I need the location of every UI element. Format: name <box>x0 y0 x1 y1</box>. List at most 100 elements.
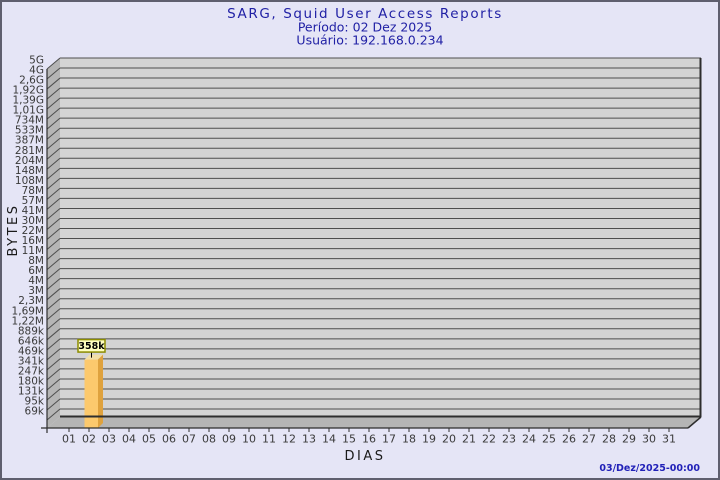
y-tick-label: 1,92G <box>12 85 44 97</box>
generation-timestamp: 03/Dez/2025-00:00 <box>599 463 700 474</box>
y-tick-label: 1,01G <box>12 105 44 117</box>
y-tick-label: 889k <box>18 325 45 337</box>
y-tick <box>46 77 61 90</box>
x-tick-label: 03 <box>102 433 116 446</box>
y-tick-label: 1,22M <box>12 315 44 327</box>
y-tick <box>46 258 61 270</box>
chart-subtitle-user: Usuário: 192.168.0.234 <box>296 33 443 48</box>
y-axis-title: BYTES <box>6 203 21 256</box>
y-tick-label: 41M <box>22 205 44 217</box>
x-tick-label: 01 <box>62 433 76 446</box>
x-tick-label: 24 <box>522 433 536 446</box>
chart-title: SARG, Squid User Access Reports <box>227 6 503 22</box>
y-tick <box>46 328 61 341</box>
x-tick-label: 15 <box>342 433 356 446</box>
x-tick-label: 22 <box>482 433 496 446</box>
y-axis-wall-ticks <box>46 57 61 421</box>
y-tick <box>46 177 61 190</box>
y-tick <box>46 228 61 240</box>
y-tick-label: 204M <box>15 155 44 167</box>
y-tick <box>46 188 61 200</box>
y-tick <box>46 338 61 351</box>
x-tick-label: 08 <box>202 433 216 446</box>
y-tick-label: 341k <box>18 355 45 367</box>
grid-lines <box>60 57 701 410</box>
y-tick-label: 2,3M <box>18 295 44 307</box>
y-tick-label: 2,6G <box>19 75 44 87</box>
y-tick-label: 30M <box>22 215 44 227</box>
plot-back-wall <box>60 58 701 417</box>
y-tick <box>46 368 61 381</box>
y-tick <box>46 97 61 110</box>
bar-side-face <box>98 354 103 428</box>
y-tick-label: 131k <box>18 385 45 397</box>
x-tick-label: 17 <box>382 433 396 446</box>
y-tick-label: 4G <box>29 65 44 77</box>
y-tick <box>46 318 61 331</box>
x-tick-label: 11 <box>262 433 276 446</box>
x-tick-label: 30 <box>642 433 656 446</box>
y-axis-tick-labels: 5G4G2,6G1,92G1,39G1,01G734M533M387M281M2… <box>12 55 45 418</box>
y-tick <box>46 198 61 210</box>
y-tick-label: 69k <box>25 406 45 418</box>
annotation-box <box>77 338 106 353</box>
x-tick-label: 07 <box>182 433 196 446</box>
bar-series: 358k <box>77 338 106 428</box>
y-tick <box>46 268 61 281</box>
chart-subtitle-period: Período: 02 Dez 2025 <box>298 20 432 35</box>
y-tick-label: 1,69M <box>12 305 44 317</box>
plot-floor <box>47 417 701 428</box>
plot-corner-diagonal <box>687 416 702 429</box>
y-tick-label: 646k <box>18 335 45 347</box>
y-tick-label: 1,39G <box>12 95 44 107</box>
x-tick-label: 06 <box>162 433 176 446</box>
y-tick-label: 469k <box>18 345 45 357</box>
y-tick-label: 8M <box>28 255 44 267</box>
bar-value-label: 358k <box>78 341 105 352</box>
y-tick-label: 95k <box>25 396 45 408</box>
x-tick-label: 26 <box>562 433 576 446</box>
x-tick-label: 14 <box>322 433 336 446</box>
y-tick <box>46 358 61 371</box>
y-tick <box>46 208 61 220</box>
x-tick-label: 23 <box>502 433 516 446</box>
y-tick-label: 180k <box>18 375 45 387</box>
y-tick-label: 281M <box>15 145 44 157</box>
y-tick-label: 57M <box>22 195 44 207</box>
x-axis-ticks <box>68 428 670 432</box>
x-tick-label: 04 <box>122 433 136 446</box>
x-tick-label: 16 <box>362 433 376 446</box>
y-tick <box>46 238 61 250</box>
y-tick <box>46 107 61 120</box>
y-tick-label: 247k <box>18 365 45 377</box>
y-tick-label: 3M <box>28 285 44 297</box>
y-tick-label: 6M <box>28 265 44 277</box>
x-tick-label: 29 <box>622 433 636 446</box>
y-tick <box>46 157 61 170</box>
y-tick <box>46 127 61 140</box>
y-tick <box>46 117 61 130</box>
y-tick <box>46 137 61 150</box>
y-tick <box>46 167 61 180</box>
x-tick-label: 18 <box>402 433 416 446</box>
y-tick <box>46 57 61 70</box>
y-tick-label: 4M <box>28 275 44 287</box>
y-tick <box>46 308 61 321</box>
x-axis-title: DIAS <box>345 449 386 464</box>
x-tick-label: 13 <box>302 433 316 446</box>
x-tick-label: 20 <box>442 433 456 446</box>
y-tick <box>46 388 61 401</box>
y-tick-label: 5G <box>29 55 44 67</box>
y-tick-label: 734M <box>15 115 44 127</box>
y-tick-label: 533M <box>15 125 44 137</box>
y-tick-label: 387M <box>15 135 44 147</box>
y-tick <box>46 408 61 421</box>
x-tick-label: 31 <box>662 433 676 446</box>
y-tick-label: 108M <box>15 175 44 187</box>
x-tick-label: 25 <box>542 433 556 446</box>
bar-top-face <box>84 354 103 360</box>
bar-front-face <box>84 359 98 428</box>
y-tick-label: 16M <box>22 235 44 247</box>
